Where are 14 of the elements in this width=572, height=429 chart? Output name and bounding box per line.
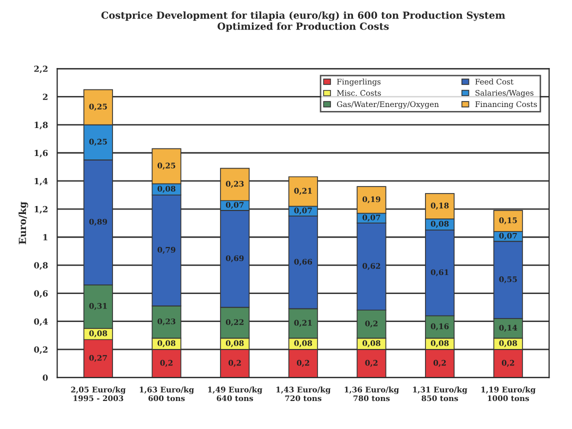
y-tick-label: 2,2: [34, 66, 48, 74]
y-tick-label: 0,6: [34, 290, 48, 298]
y-axis-title: Euro/kg: [18, 202, 28, 244]
y-tick-label: 0,8: [34, 262, 48, 270]
y-tick-label: 1,6: [34, 150, 48, 158]
y-tick-label: 0,2: [34, 346, 48, 354]
y-tick-label: 0: [42, 374, 48, 381]
y-tick-label: 2: [42, 94, 48, 100]
y-tick-label: 1,8: [34, 122, 48, 130]
y-tick-label: 1,2: [34, 206, 48, 214]
y-tick-label: 0,4: [34, 318, 48, 326]
y-tick-label: 1,4: [34, 178, 48, 186]
chart-title: Costprice Development for tilapia (euro/kg) in 600 ton Production System Optimized for Production Costs: [101, 11, 506, 32]
y-tick-label: 1: [43, 234, 48, 240]
